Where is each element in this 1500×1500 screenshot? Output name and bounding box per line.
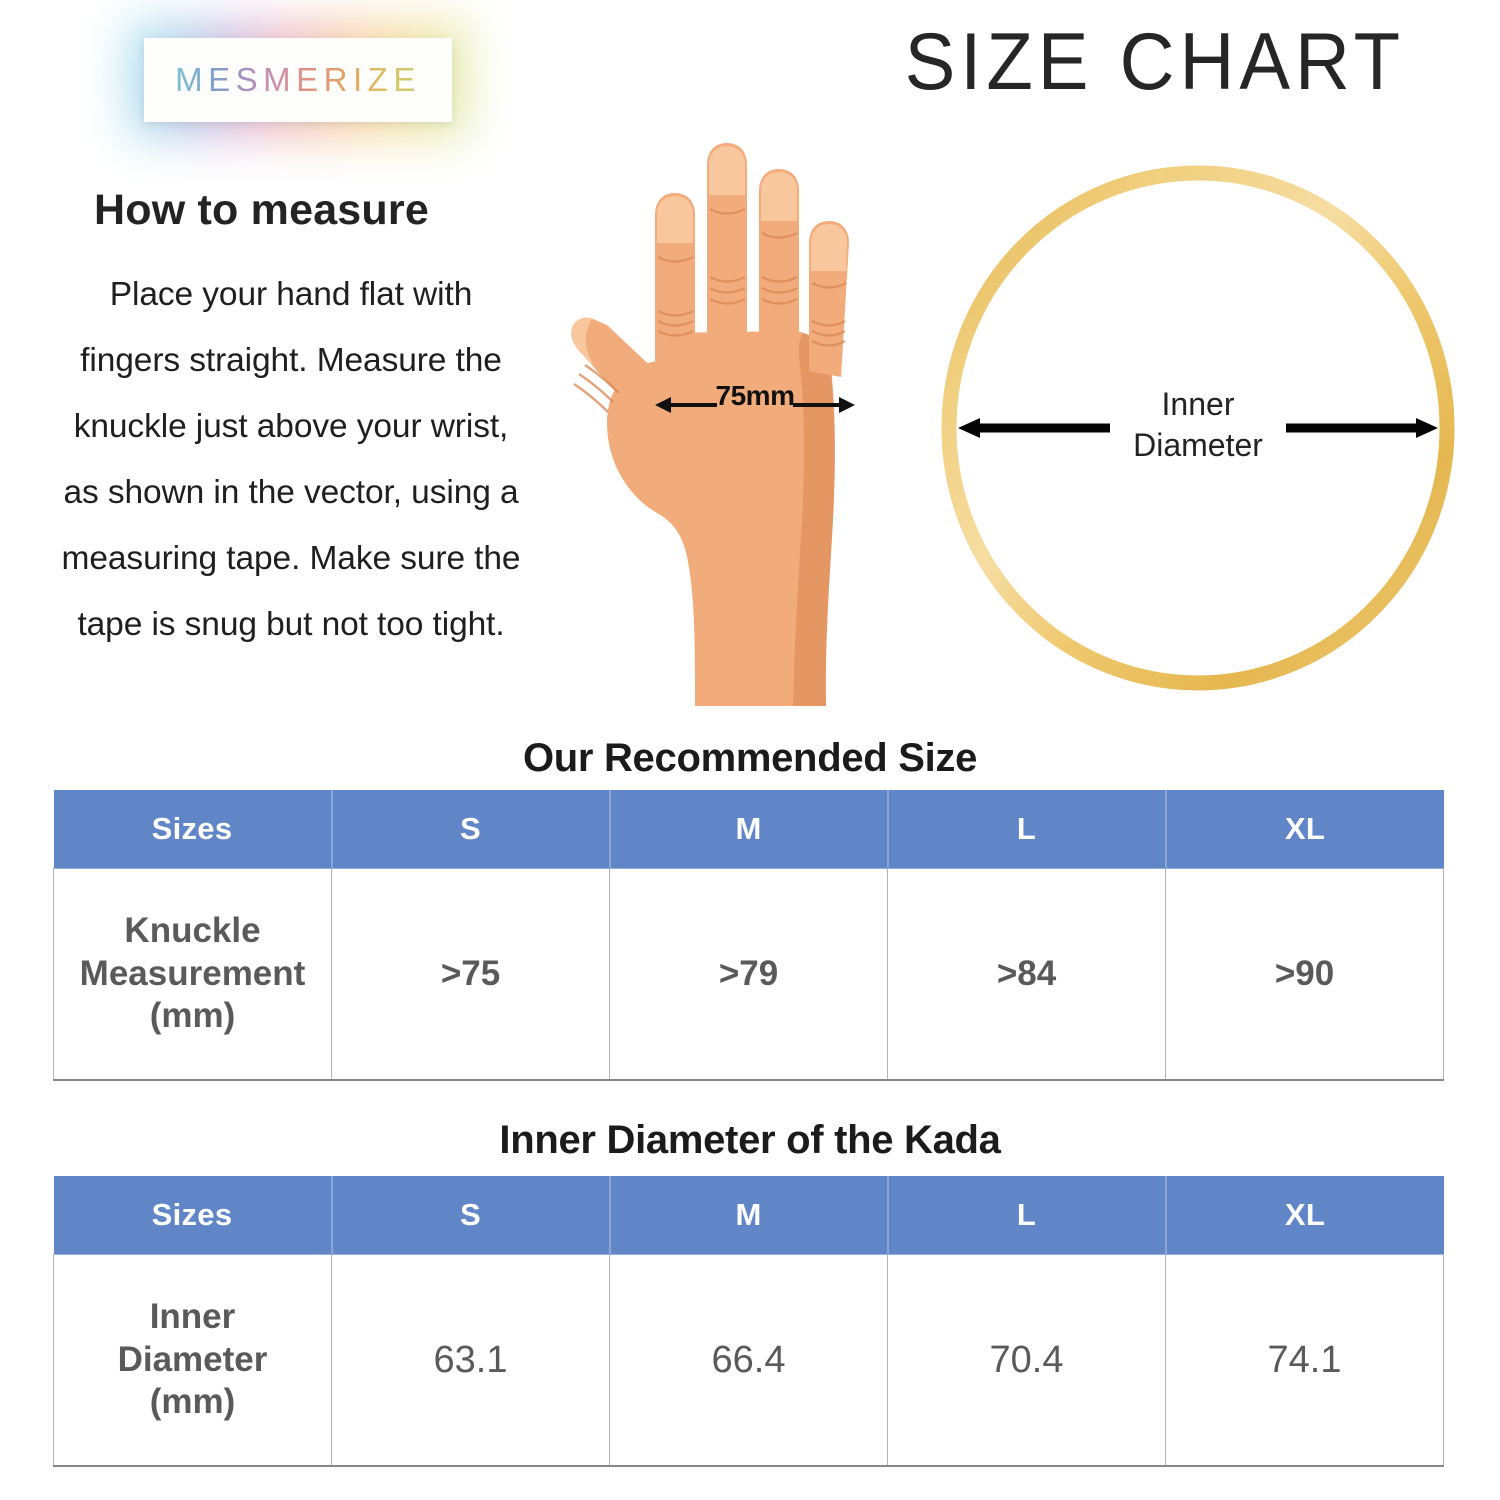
inner-diameter-arrow <box>958 418 1438 438</box>
brand-logo: MESMERIZE <box>128 22 468 138</box>
middle-finger <box>707 143 747 363</box>
row-label-line2: Diameter <box>117 1339 268 1379</box>
table-header-row: Sizes S M L XL <box>53 790 1444 869</box>
ring-outline <box>941 165 1455 691</box>
logo-wordmark: MESMERIZE <box>175 61 421 98</box>
ring-knuckle-lines <box>761 231 798 305</box>
table-row: Inner Diameter (mm) 63.1 66.4 70.4 74.1 <box>53 1254 1444 1467</box>
cell-knuckle-l: >84 <box>887 868 1166 1081</box>
column-header-xl: XL <box>1165 790 1444 869</box>
thumb-knuckle-lines <box>573 364 620 413</box>
thumb <box>571 317 686 432</box>
row-label-line3: (mm) <box>149 1382 236 1422</box>
knuckle-measure-label: 75mm <box>715 380 795 411</box>
table-header-row: Sizes S M L XL <box>53 1176 1444 1255</box>
middle-knuckle-lines <box>709 207 746 305</box>
row-label-line3: (mm) <box>149 996 236 1036</box>
how-to-measure-body: Place your hand flat with fingers straig… <box>61 276 521 643</box>
hand-illustration <box>545 133 875 706</box>
row-label-line1: Knuckle <box>124 910 261 950</box>
row-label-inner-diameter: Inner Diameter (mm) <box>53 1254 332 1467</box>
how-to-measure-heading: How to measure <box>94 186 429 234</box>
cell-diameter-xl: 74.1 <box>1165 1254 1444 1467</box>
inner-diameter-label-line1: Inner <box>1161 386 1235 422</box>
recommended-size-heading: Our Recommended Size <box>522 736 978 780</box>
cell-knuckle-xl: >90 <box>1165 868 1444 1081</box>
inner-diameter-heading: Inner Diameter of the Kada <box>499 1118 1001 1162</box>
page-title: SIZE CHART <box>904 16 1405 107</box>
thumb-nail <box>571 317 597 371</box>
column-header-m: M <box>609 790 889 869</box>
column-header-l: L <box>887 1176 1167 1255</box>
cell-diameter-l: 70.4 <box>887 1254 1166 1467</box>
column-header-xl: XL <box>1165 1176 1444 1255</box>
cell-knuckle-m: >79 <box>609 868 888 1081</box>
column-header-l: L <box>887 790 1167 869</box>
column-header-m: M <box>609 1176 889 1255</box>
row-label-knuckle-measurement: Knuckle Measurement (mm) <box>53 868 332 1081</box>
table-row: Knuckle Measurement (mm) >75 >79 >84 >90 <box>53 868 1444 1081</box>
index-nail <box>657 196 693 243</box>
middle-nail <box>709 146 745 195</box>
column-header-s: S <box>331 790 611 869</box>
column-header-sizes: Sizes <box>53 790 333 869</box>
inner-diameter-label: Inner Diameter <box>1090 384 1306 466</box>
logo-box: MESMERIZE <box>144 38 452 122</box>
knuckle-measure-arrow <box>655 397 855 413</box>
pinky-knuckle-lines <box>811 281 847 347</box>
column-header-sizes: Sizes <box>53 1176 333 1255</box>
ring-nail <box>761 172 797 221</box>
pinky-nail <box>811 224 847 271</box>
row-label-line2: Measurement <box>79 953 306 993</box>
cell-diameter-m: 66.4 <box>609 1254 888 1467</box>
column-header-s: S <box>331 1176 611 1255</box>
cell-knuckle-s: >75 <box>331 868 610 1081</box>
index-knuckle-lines <box>657 255 694 337</box>
inner-diameter-label-line2: Diameter <box>1133 426 1263 463</box>
recommended-size-table: Sizes S M L XL Knuckle Measurement (mm) … <box>53 790 1444 1081</box>
hand-svg <box>571 143 849 706</box>
cell-diameter-s: 63.1 <box>331 1254 610 1467</box>
kada-ring-illustration <box>938 162 1458 694</box>
palm-shading <box>793 333 835 706</box>
kada-ring-svg <box>941 165 1455 691</box>
inner-diameter-table: Sizes S M L XL Inner Diameter (mm) 63.1 … <box>53 1176 1444 1467</box>
row-label-line1: Inner <box>149 1296 236 1336</box>
